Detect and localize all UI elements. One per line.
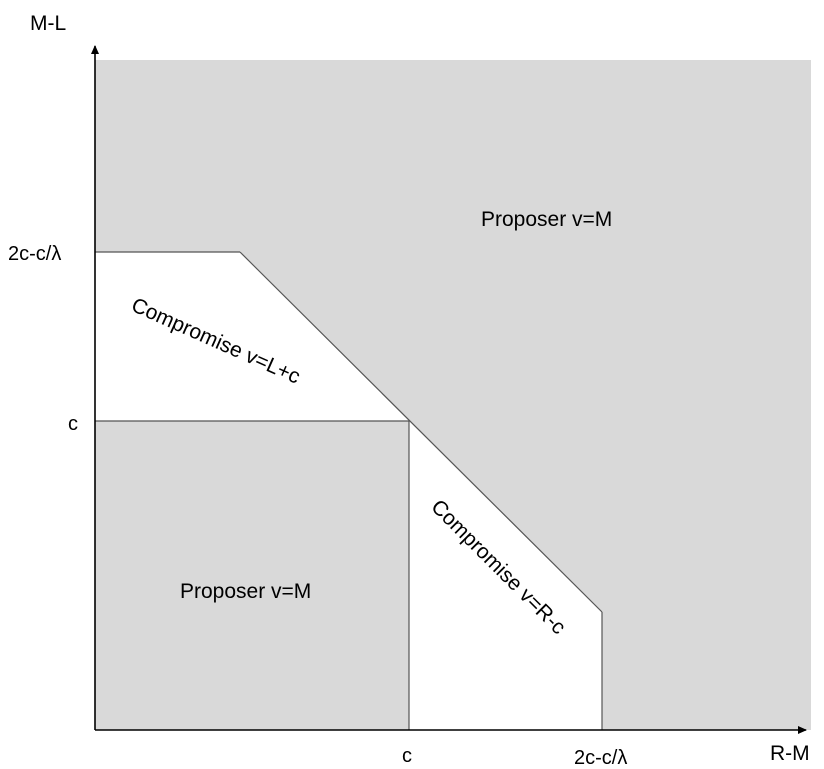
boundary-lines [95,251,603,730]
region-compromise-upper [95,252,409,421]
label-proposer-bottom: Proposer v=M [180,580,311,603]
y-tick-2c-c-lambda: 2c-c/λ [8,243,61,265]
x-axis-label: R-M [770,742,810,765]
y-tick-c: c [68,413,78,435]
x-tick-c: c [402,745,412,767]
y-axis-label: M-L [30,12,66,35]
boundary-diagonal [239,251,603,613]
region-proposer-bottom [95,421,409,730]
region-compromise-lower [409,421,602,730]
x-tick-2c-c-lambda: 2c-c/λ [574,747,627,769]
label-proposer-top: Proposer v=M [481,208,612,231]
